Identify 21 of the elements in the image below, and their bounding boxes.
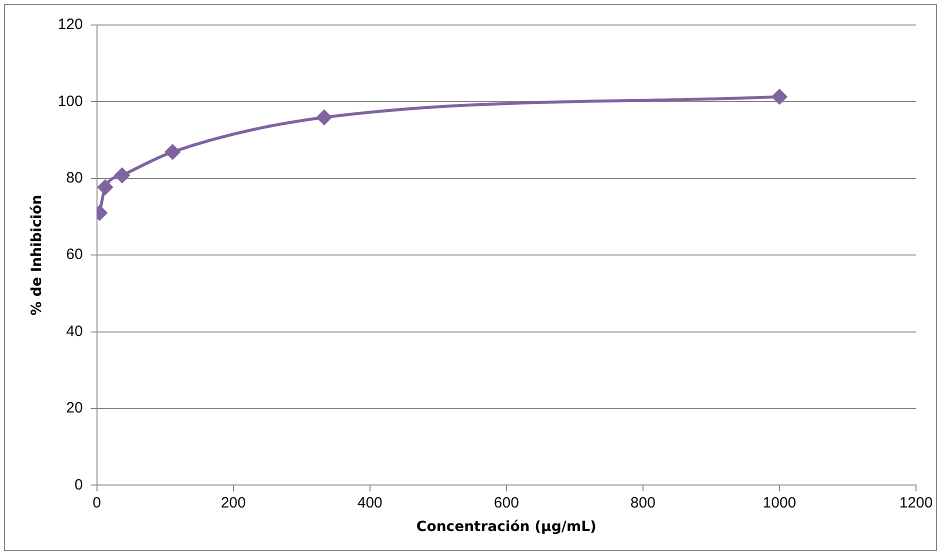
y-tick-label: 0	[74, 476, 83, 494]
y-axis-title: % de Inhibición	[29, 194, 46, 316]
x-tick-label: 200	[220, 494, 246, 512]
x-axis-title: Concentración (µg/mL)	[416, 519, 596, 536]
y-tick-label: 120	[58, 16, 83, 34]
x-tick-label: 1200	[899, 494, 933, 512]
y-tick-label: 80	[66, 170, 83, 187]
x-tick-label: 400	[357, 494, 382, 512]
y-tick-label: 20	[66, 400, 83, 417]
y-tick-label: 100	[58, 92, 83, 110]
y-tick-label: 40	[66, 322, 83, 340]
y-tick-label: 60	[66, 246, 83, 264]
point	[114, 168, 130, 183]
x-tick-label: 800	[630, 494, 656, 512]
point	[772, 89, 787, 104]
point	[165, 144, 180, 160]
x-tick-label: 600	[494, 494, 519, 512]
x-tick-label: 0	[92, 494, 101, 512]
x-tick-label: 1000	[762, 494, 796, 512]
point	[98, 180, 113, 195]
point	[316, 110, 332, 125]
